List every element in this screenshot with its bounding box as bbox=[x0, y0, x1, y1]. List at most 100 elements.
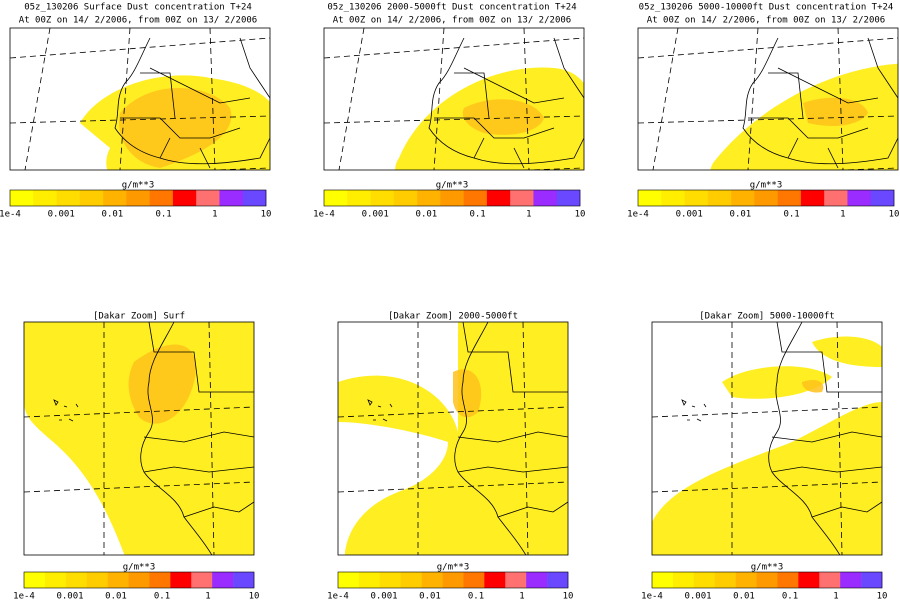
colorbar-tick-label: 10 bbox=[575, 210, 586, 220]
panel-title: 05z_130206 Surface Dust concentration T+… bbox=[24, 3, 252, 13]
colorbar-swatch bbox=[400, 572, 422, 588]
map-frame bbox=[9, 27, 271, 171]
map bbox=[23, 321, 255, 556]
colorbar-swatch bbox=[440, 190, 464, 206]
graticule bbox=[119, 28, 131, 170]
graticule bbox=[638, 115, 898, 124]
graticule bbox=[522, 322, 529, 555]
colorbar-swatch bbox=[212, 572, 234, 588]
islands bbox=[53, 399, 79, 422]
islands bbox=[367, 399, 393, 422]
colorbar-swatch bbox=[463, 572, 485, 588]
colorbar-swatch bbox=[358, 572, 381, 588]
colorbar-tick-label: 1 bbox=[212, 210, 217, 220]
colorbar-swatch bbox=[819, 572, 841, 588]
colorbar-label: g/m**3 bbox=[751, 563, 784, 573]
colorbar-tick-label: 1e-4 bbox=[0, 210, 21, 220]
map-content bbox=[324, 28, 584, 170]
colorbar-swatch bbox=[861, 572, 883, 588]
colorbar-tick-label: 0.01 bbox=[730, 210, 752, 220]
map-frame bbox=[651, 321, 883, 556]
colorbar-tick-label: 10 bbox=[261, 210, 272, 220]
colorbar-swatch bbox=[800, 190, 825, 206]
colorbar-tick-label: 0.1 bbox=[469, 210, 485, 220]
colorbar-label: g/m**3 bbox=[437, 563, 470, 573]
graticule bbox=[338, 481, 568, 493]
graticule bbox=[652, 28, 679, 170]
colorbar-tick-label: 0.001 bbox=[362, 210, 389, 220]
colorbar-swatch bbox=[510, 190, 534, 206]
colorbar-swatch bbox=[196, 190, 220, 206]
dust-area bbox=[338, 322, 568, 555]
colorbar-tick-label: 0.001 bbox=[676, 210, 703, 220]
graticule bbox=[836, 322, 843, 555]
colorbar-swatch bbox=[191, 572, 213, 588]
colorbar-swatch bbox=[735, 572, 757, 588]
coastline bbox=[140, 322, 254, 555]
colorbar-swatch bbox=[824, 190, 848, 206]
panel-subtitle: At 00Z on 14/ 2/2006, from 00Z on 13/ 2/… bbox=[647, 16, 885, 26]
colorbar-tick-label: 0.01 bbox=[733, 592, 755, 601]
graticule bbox=[324, 37, 584, 59]
colorbar: g/m**3 1e-4 0.001 0.01 0.1 1 10 bbox=[0, 181, 271, 220]
panel-subtitle: At 00Z on 14/ 2/2006, from 00Z on 13/ 2/… bbox=[333, 16, 571, 26]
colorbar-swatch bbox=[347, 190, 371, 206]
colorbar-tick-label: 10 bbox=[877, 592, 888, 601]
coastline bbox=[114, 37, 270, 169]
colorbar-swatch bbox=[126, 190, 150, 206]
coastline bbox=[768, 322, 882, 555]
colorbar-tick-label: 0.01 bbox=[419, 592, 441, 601]
colorbar-tick-label: 0.1 bbox=[468, 592, 484, 601]
colorbar-label: g/m**3 bbox=[750, 181, 783, 191]
colorbar-tick-label: 10 bbox=[563, 592, 574, 601]
colorbar-tick-label: 1e-4 bbox=[313, 210, 335, 220]
colorbar-swatch bbox=[777, 190, 802, 206]
colorbar-tick-label: 0.001 bbox=[56, 592, 83, 601]
coastline bbox=[742, 37, 898, 169]
graticule bbox=[10, 37, 270, 59]
panel-title: 05z_130206 2000-5000ft Dust concentratio… bbox=[327, 3, 576, 13]
map bbox=[637, 27, 899, 171]
colorbar-swatch bbox=[242, 190, 267, 206]
colorbar-swatch bbox=[338, 572, 360, 588]
colorbar-swatch bbox=[170, 572, 192, 588]
colorbar-frame bbox=[337, 571, 569, 589]
graticule bbox=[324, 115, 584, 124]
colorbar-tick-label: 1 bbox=[519, 592, 524, 601]
colorbar-swatch bbox=[370, 190, 395, 206]
colorbar-swatch bbox=[754, 190, 778, 206]
colorbar-swatch bbox=[463, 190, 488, 206]
map bbox=[323, 27, 585, 171]
graticule bbox=[24, 28, 51, 170]
colorbar-swatch bbox=[393, 190, 418, 206]
colorbar-tick-label: 0.01 bbox=[105, 592, 127, 601]
colorbar-tick-label: 0.1 bbox=[782, 592, 798, 601]
colorbar-swatch bbox=[219, 190, 244, 206]
colorbar-swatch bbox=[756, 572, 778, 588]
colorbar-tick-label: 10 bbox=[889, 210, 900, 220]
colorbar-swatch bbox=[417, 190, 441, 206]
colorbar-swatch bbox=[79, 190, 104, 206]
colorbar-swatch bbox=[107, 572, 129, 588]
colorbar-swatch bbox=[172, 190, 197, 206]
graticule bbox=[747, 28, 759, 170]
zoom-title: [Dakar Zoom] 5000-10000ft bbox=[699, 312, 834, 322]
colorbar-swatch bbox=[533, 190, 558, 206]
colorbar-swatch bbox=[44, 572, 67, 588]
colorbar-frame bbox=[9, 189, 267, 207]
coastline bbox=[454, 322, 568, 555]
colorbar-swatch bbox=[65, 572, 88, 588]
colorbar-frame bbox=[23, 571, 255, 589]
map-frame bbox=[323, 27, 585, 171]
colorbar-swatch bbox=[324, 190, 348, 206]
colorbar-swatch bbox=[24, 572, 46, 588]
colorbar-swatch bbox=[661, 190, 685, 206]
colorbar-swatch bbox=[486, 190, 511, 206]
dust-core bbox=[128, 344, 196, 424]
dust-area bbox=[652, 336, 882, 555]
colorbar-tick-label: 0.01 bbox=[102, 210, 124, 220]
map-content bbox=[652, 322, 882, 555]
map-frame bbox=[23, 321, 255, 556]
colorbar-tick-label: 0.01 bbox=[416, 210, 438, 220]
map-frame bbox=[337, 321, 569, 556]
